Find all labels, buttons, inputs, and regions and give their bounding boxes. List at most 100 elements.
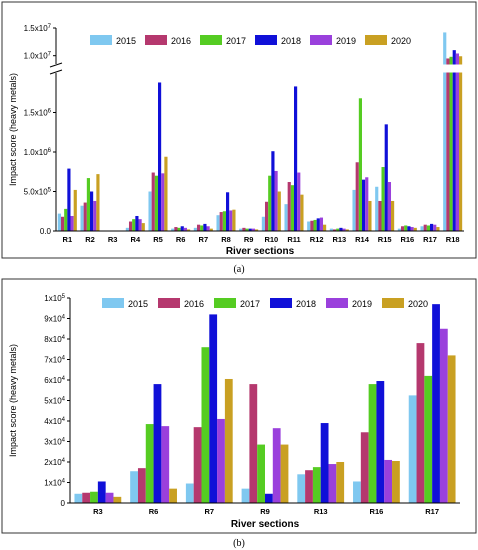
bar xyxy=(449,56,453,231)
bar xyxy=(365,177,369,231)
y-axis-title: Impact score (heavy metals) xyxy=(8,344,18,457)
bar xyxy=(229,210,233,231)
bar xyxy=(387,182,392,231)
bar xyxy=(93,200,97,231)
bar xyxy=(171,228,175,231)
y-tick-label: 7x104 xyxy=(44,356,65,365)
bar xyxy=(196,224,201,231)
legend-label: 2016 xyxy=(184,299,204,309)
axis-break-mark xyxy=(49,62,63,68)
bar xyxy=(426,225,430,231)
bar xyxy=(239,228,243,231)
bar xyxy=(251,228,256,231)
bar xyxy=(290,185,294,231)
bar xyxy=(164,156,168,231)
bar xyxy=(226,192,230,231)
bar xyxy=(368,200,372,231)
x-tick-label: R16 xyxy=(370,507,384,516)
bar xyxy=(141,223,145,231)
bar xyxy=(137,468,146,503)
y-tick-label: 1x105 xyxy=(44,294,65,303)
legend-swatch xyxy=(90,35,112,45)
bar xyxy=(378,200,382,231)
bar xyxy=(86,178,90,231)
bar xyxy=(80,205,84,231)
bar xyxy=(280,444,289,503)
x-tick-label: R9 xyxy=(260,507,270,516)
legend-swatch xyxy=(158,298,180,308)
bar xyxy=(455,53,460,232)
legend-label: 2015 xyxy=(128,299,148,309)
x-tick-label: R7 xyxy=(204,507,214,516)
bar xyxy=(154,175,158,231)
bar xyxy=(313,219,317,231)
legend-label: 2019 xyxy=(352,299,372,309)
bar xyxy=(353,481,361,503)
legend-swatch xyxy=(145,35,167,45)
legend-label: 2020 xyxy=(408,299,428,309)
bar xyxy=(70,215,74,231)
bar xyxy=(217,418,225,503)
bar xyxy=(105,492,114,503)
x-tick-label: R10 xyxy=(264,235,278,244)
y-tick-label: 1x104 xyxy=(44,479,65,488)
x-tick-label: R14 xyxy=(355,235,370,244)
bar xyxy=(180,226,184,231)
x-tick-label: R3 xyxy=(108,235,118,244)
bar xyxy=(342,228,346,231)
bar xyxy=(368,384,377,503)
bar xyxy=(255,229,259,231)
x-tick-label: R18 xyxy=(446,235,460,244)
bar xyxy=(352,189,356,231)
bar xyxy=(193,427,202,503)
y-tick-label: 4x104 xyxy=(44,417,65,426)
bar xyxy=(391,200,395,231)
y-tick-label: 1.5x106 xyxy=(24,109,52,118)
legend-label: 2019 xyxy=(336,36,356,46)
bar xyxy=(316,218,320,231)
bar xyxy=(201,347,210,503)
bar xyxy=(436,227,440,231)
x-tick-label: R1 xyxy=(63,235,73,244)
bar xyxy=(83,202,87,231)
bar xyxy=(151,172,155,231)
bar xyxy=(332,229,337,231)
bar xyxy=(310,220,314,231)
y-tick-label: 9x104 xyxy=(44,315,65,324)
bar xyxy=(82,492,91,503)
legend-swatch xyxy=(310,35,332,45)
legend-swatch xyxy=(214,298,236,308)
bar xyxy=(161,173,165,231)
bar xyxy=(64,208,68,231)
bar xyxy=(203,223,207,231)
bar xyxy=(376,381,385,503)
x-axis-title: River sections xyxy=(226,246,295,257)
bar xyxy=(153,384,162,503)
x-tick-label: R5 xyxy=(153,235,163,244)
bar xyxy=(452,50,456,232)
y-tick-label: 5x104 xyxy=(44,397,65,406)
legend-swatch xyxy=(326,298,348,308)
x-tick-label: R8 xyxy=(221,235,231,244)
legend-label: 2020 xyxy=(391,36,411,46)
bar xyxy=(329,228,333,231)
bar xyxy=(407,226,411,231)
y-tick-label: 1.0x106 xyxy=(24,148,52,157)
legend-swatch xyxy=(255,35,277,45)
x-tick-label: R13 xyxy=(332,235,346,244)
y-tick-label: 2x104 xyxy=(44,458,65,467)
x-tick-label: R17 xyxy=(423,235,437,244)
bar xyxy=(323,224,327,231)
bar xyxy=(261,216,265,231)
legend-swatch xyxy=(382,298,404,308)
bar xyxy=(224,378,233,503)
bar xyxy=(320,423,329,503)
bar xyxy=(222,211,226,231)
x-tick-label: R13 xyxy=(314,507,328,516)
y-tick-label: 0.0 xyxy=(40,227,52,236)
bar xyxy=(272,428,281,503)
y-tick-label: 8x104 xyxy=(44,335,65,344)
bar xyxy=(300,194,304,231)
bar xyxy=(169,488,177,503)
